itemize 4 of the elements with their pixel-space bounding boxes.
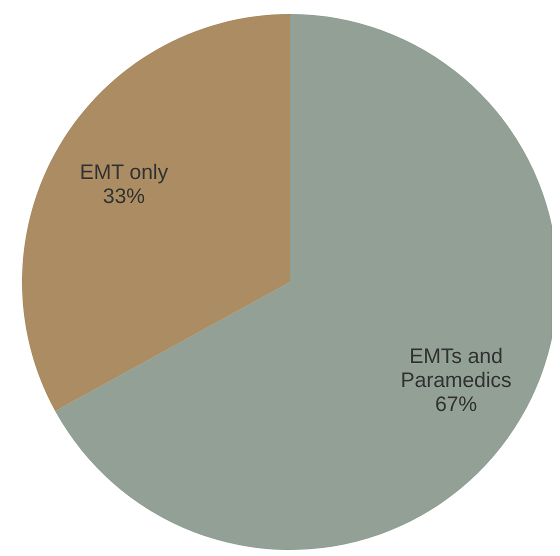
- slice-label: EMT only: [80, 160, 169, 184]
- data-label: 33%: [102, 184, 145, 208]
- slice-label: EMTs and Paramedics: [400, 345, 512, 392]
- data-label: 67%: [435, 393, 478, 416]
